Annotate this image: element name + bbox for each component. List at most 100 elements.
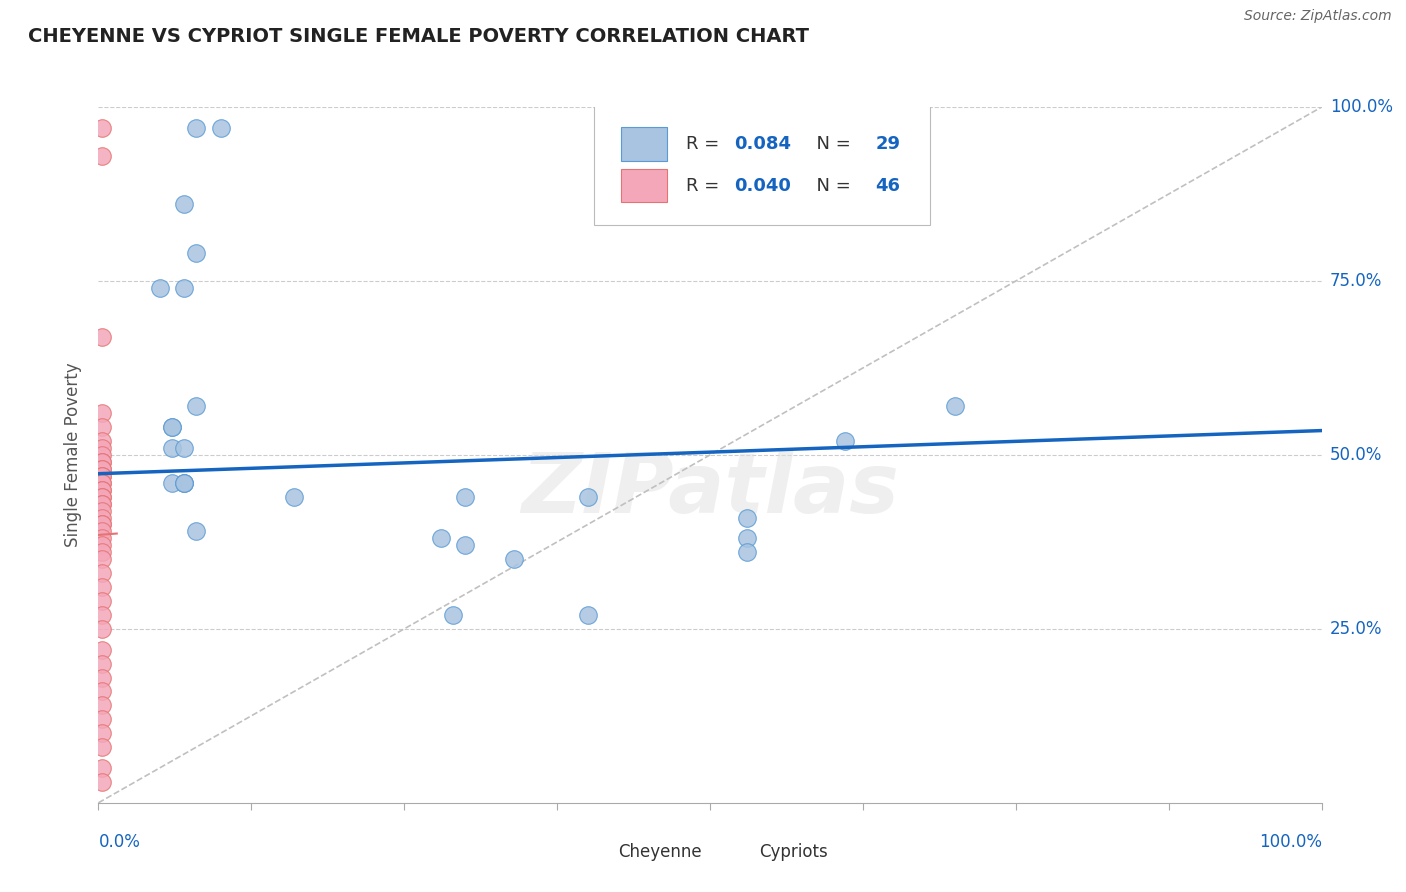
Point <box>91 566 114 581</box>
Y-axis label: Single Female Poverty: Single Female Poverty <box>65 363 83 547</box>
FancyBboxPatch shape <box>593 103 931 226</box>
Point <box>91 775 114 789</box>
Point <box>91 594 114 608</box>
Point <box>160 420 183 434</box>
Point <box>91 462 114 476</box>
Point <box>91 475 114 490</box>
Point <box>91 726 114 740</box>
Point <box>91 552 114 566</box>
Point <box>173 475 195 490</box>
Point <box>735 545 758 559</box>
Point <box>91 468 114 483</box>
Point <box>441 607 464 622</box>
Text: ZIPatlas: ZIPatlas <box>522 450 898 530</box>
Point <box>160 420 183 434</box>
Text: Source: ZipAtlas.com: Source: ZipAtlas.com <box>1244 9 1392 23</box>
Point <box>91 545 114 559</box>
Point <box>576 607 599 622</box>
Point <box>91 503 114 517</box>
Point <box>91 657 114 671</box>
Point <box>91 510 114 524</box>
Text: 100.0%: 100.0% <box>1330 98 1393 116</box>
Point <box>91 497 114 511</box>
Point <box>91 712 114 726</box>
FancyBboxPatch shape <box>704 838 748 865</box>
Point <box>91 490 114 504</box>
Point <box>91 120 114 135</box>
Point <box>503 552 526 566</box>
Text: N =: N = <box>806 135 856 153</box>
Text: 0.0%: 0.0% <box>98 833 141 851</box>
Point <box>576 490 599 504</box>
Text: CHEYENNE VS CYPRIOT SINGLE FEMALE POVERTY CORRELATION CHART: CHEYENNE VS CYPRIOT SINGLE FEMALE POVERT… <box>28 27 808 45</box>
Point <box>173 281 195 295</box>
Point <box>91 607 114 622</box>
Point <box>283 490 305 504</box>
Point <box>735 510 758 524</box>
Point <box>91 532 114 546</box>
Point <box>91 761 114 775</box>
FancyBboxPatch shape <box>620 128 668 161</box>
Point <box>160 475 183 490</box>
Text: N =: N = <box>806 177 856 194</box>
Text: 46: 46 <box>875 177 900 194</box>
Point <box>91 642 114 657</box>
Point <box>91 149 114 163</box>
Point <box>91 580 114 594</box>
Point <box>91 497 114 511</box>
Point <box>91 406 114 420</box>
Point <box>209 120 232 135</box>
Text: 100.0%: 100.0% <box>1258 833 1322 851</box>
Text: R =: R = <box>686 135 724 153</box>
Text: 75.0%: 75.0% <box>1330 272 1382 290</box>
Text: 0.040: 0.040 <box>734 177 792 194</box>
Point <box>186 120 208 135</box>
Point <box>91 517 114 532</box>
Point <box>91 329 114 343</box>
Point <box>91 622 114 636</box>
Point <box>430 532 453 546</box>
Point <box>91 441 114 455</box>
Point <box>91 455 114 469</box>
Point <box>91 462 114 476</box>
Point <box>943 399 966 413</box>
Text: 29: 29 <box>875 135 900 153</box>
Point <box>91 455 114 469</box>
Point <box>91 483 114 497</box>
Point <box>91 524 114 539</box>
Point <box>173 441 195 455</box>
Point <box>149 281 172 295</box>
Point <box>186 246 208 260</box>
Point <box>91 434 114 448</box>
Point <box>186 399 208 413</box>
Text: 0.084: 0.084 <box>734 135 792 153</box>
Point <box>91 698 114 713</box>
Point <box>454 538 477 552</box>
Point <box>186 524 208 539</box>
Point <box>91 490 114 504</box>
Text: Cheyenne: Cheyenne <box>619 843 702 861</box>
Point <box>454 490 477 504</box>
Text: 50.0%: 50.0% <box>1330 446 1382 464</box>
Point <box>91 420 114 434</box>
Point <box>173 475 195 490</box>
Point <box>91 671 114 685</box>
FancyBboxPatch shape <box>620 169 668 202</box>
Point <box>173 197 195 211</box>
Text: R =: R = <box>686 177 724 194</box>
Point <box>160 441 183 455</box>
Point <box>91 483 114 497</box>
Point <box>91 475 114 490</box>
Text: 25.0%: 25.0% <box>1330 620 1382 638</box>
Point <box>91 740 114 755</box>
Point <box>91 468 114 483</box>
Point <box>91 538 114 552</box>
Point <box>91 517 114 532</box>
FancyBboxPatch shape <box>564 838 607 865</box>
Point <box>735 532 758 546</box>
Point <box>91 448 114 462</box>
Text: Cypriots: Cypriots <box>759 843 828 861</box>
Point <box>173 475 195 490</box>
Point <box>91 684 114 698</box>
Point <box>834 434 856 448</box>
